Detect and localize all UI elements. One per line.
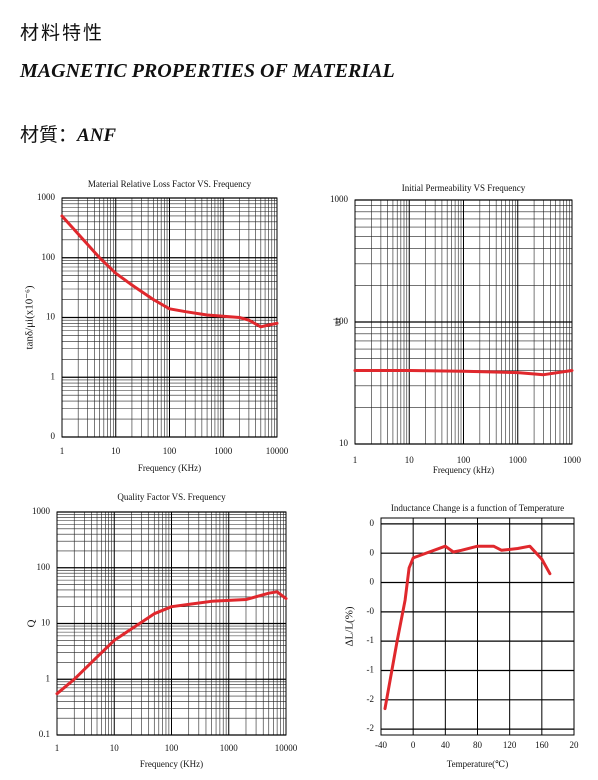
material-name: ANF [77, 125, 117, 146]
y-tick-label: 0 [51, 431, 56, 441]
x-tick-label: 40 [441, 740, 451, 750]
x-tick-label: 100 [163, 446, 177, 456]
x-tick-label: -40 [375, 740, 387, 750]
y-tick-label: 100 [42, 252, 56, 262]
y-tick-label: -0 [367, 606, 375, 616]
y-tick-label: -1 [367, 665, 375, 675]
y-axis-label: ΔL/L(%) [344, 606, 356, 646]
x-axis-label: Temperature(℃) [447, 759, 508, 769]
chart-title: Material Relative Loss Factor VS. Freque… [88, 179, 252, 189]
title-en: MAGNETIC PROPERTIES OF MATERIAL [20, 60, 395, 82]
x-tick-label: 1000 [220, 743, 239, 753]
y-axis-label: tanδ/μi(x10⁻⁶) [24, 285, 36, 349]
y-tick-label: -2 [367, 723, 375, 733]
x-tick-label: 10 [110, 743, 120, 753]
y-tick-label: 0 [370, 577, 375, 587]
y-tick-label: -1 [367, 635, 375, 645]
x-tick-label: 160 [535, 740, 549, 750]
material-label: 材質： [20, 125, 78, 146]
x-tick-label: 10000 [275, 743, 298, 753]
y-tick-label: 1 [46, 673, 51, 683]
y-tick-label: 0 [370, 518, 375, 528]
chart-title: Inductance Change is a function of Tempe… [391, 503, 564, 513]
y-axis-label: Q [26, 619, 38, 627]
y-tick-label: 1 [51, 371, 56, 381]
title-zh: 材料特性 [20, 23, 105, 44]
x-tick-label: 10 [405, 455, 415, 465]
y-tick-label: 0 [370, 547, 375, 557]
y-tick-label: 10 [41, 618, 51, 628]
x-tick-label: 10000 [266, 446, 289, 456]
data-line [60, 214, 279, 329]
y-tick-label: 1000 [32, 506, 51, 516]
material-line: 材質：ANF [20, 120, 116, 147]
x-tick-label: 1 [353, 455, 358, 465]
x-tick-label: 80 [473, 740, 483, 750]
x-axis-label: Frequency (KHz) [138, 463, 201, 473]
y-tick-label: 10 [339, 438, 349, 448]
x-tick-label: 20 [570, 740, 580, 750]
y-axis-label: ui [332, 318, 344, 327]
x-tick-label: 1000 [214, 446, 233, 456]
chart-title: Initial Permeability VS Frequency [402, 183, 526, 193]
y-tick-label: 100 [335, 316, 349, 326]
data-line [383, 544, 552, 711]
x-tick-label: 1 [60, 446, 65, 456]
x-tick-label: 100 [457, 455, 471, 465]
x-tick-label: 120 [503, 740, 517, 750]
y-tick-label: 1000 [37, 192, 56, 202]
x-tick-label: 100 [165, 743, 179, 753]
x-axis-label: Frequency (KHz) [140, 759, 203, 769]
x-axis-label: Frequency (kHz) [433, 465, 494, 475]
y-tick-label: 10 [46, 312, 56, 322]
x-tick-label: 1000 [563, 455, 582, 465]
x-tick-label: 0 [411, 740, 416, 750]
y-tick-label: 0.1 [39, 729, 50, 739]
x-tick-label: 1 [55, 743, 60, 753]
chart-title: Quality Factor VS. Frequency [117, 492, 226, 502]
x-tick-label: 10 [111, 446, 121, 456]
x-tick-label: 1000 [509, 455, 528, 465]
y-tick-label: -2 [367, 694, 375, 704]
y-tick-label: 100 [37, 562, 51, 572]
data-line [353, 369, 574, 377]
data-line [55, 590, 288, 696]
y-tick-label: 1000 [330, 194, 349, 204]
